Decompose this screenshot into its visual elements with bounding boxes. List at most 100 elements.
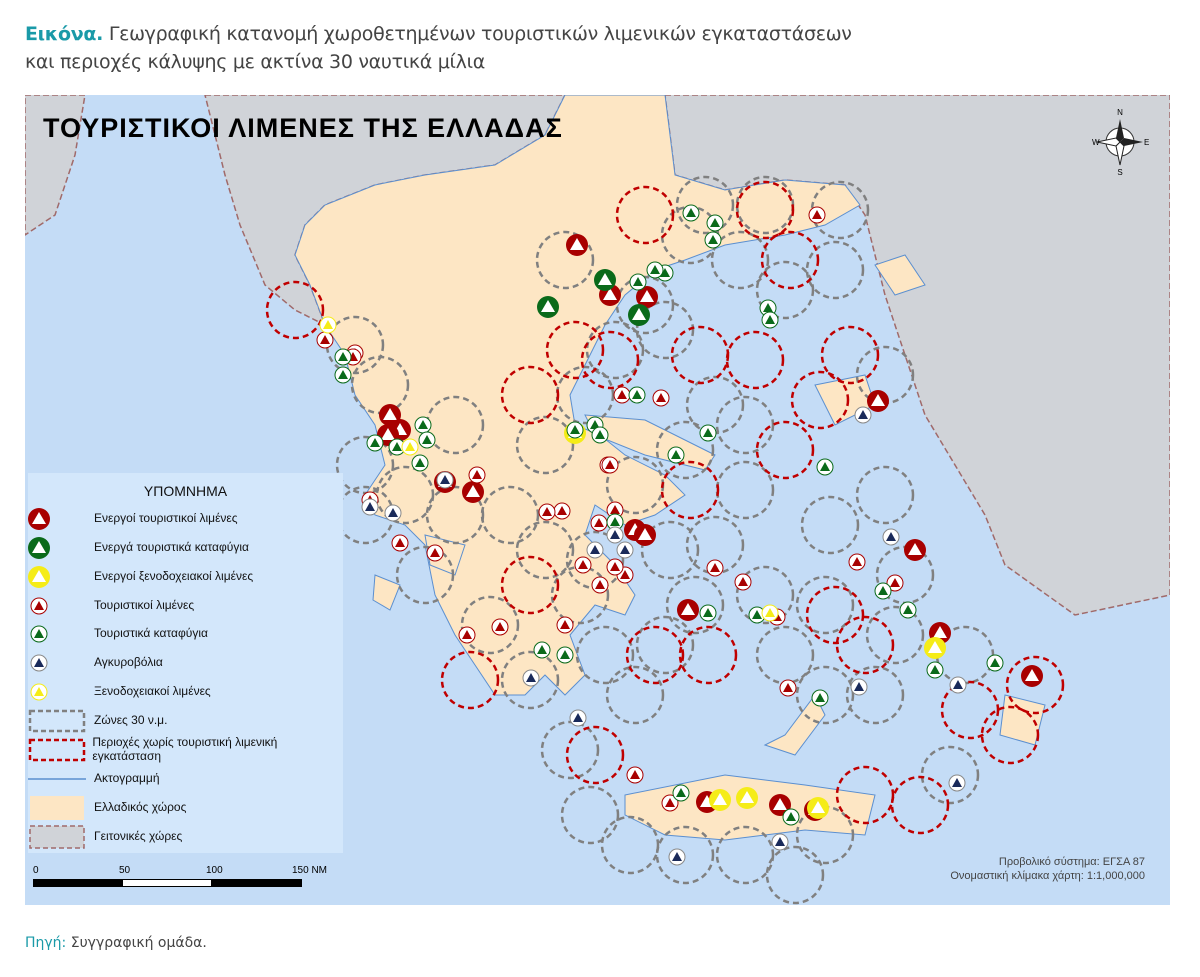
- legend-item: Τουριστικά καταφύγια: [28, 622, 208, 644]
- source-text: Συγγραφική ομάδα.: [70, 935, 207, 951]
- sail-icon: [320, 335, 330, 344]
- zone-30nm: [855, 465, 915, 525]
- legend-label: Ακτογραμμή: [94, 771, 160, 785]
- sail-icon: [686, 208, 696, 217]
- yellow-marker: [30, 683, 48, 701]
- legend-item: Αγκυροβόλια: [28, 651, 163, 673]
- navy-marker: [668, 848, 686, 866]
- green-marker: [537, 296, 559, 318]
- zone-30nm: [540, 720, 600, 780]
- sail-icon: [890, 578, 900, 587]
- gap-zone: [835, 765, 895, 825]
- sail-icon: [620, 570, 630, 579]
- red-marker: [636, 286, 658, 308]
- zone-30nm: [535, 230, 595, 290]
- sail-icon: [903, 605, 913, 614]
- zone-30nm: [425, 485, 485, 545]
- sail-icon: [32, 570, 46, 582]
- green-marker: [986, 654, 1004, 672]
- zone-30nm: [500, 650, 560, 710]
- zone-30nm: [810, 180, 870, 240]
- sail-icon: [560, 620, 570, 629]
- legend-zone-swatch: [28, 709, 86, 733]
- sail-icon: [640, 290, 654, 302]
- zone-30nm: [655, 825, 715, 885]
- green-marker: [667, 446, 685, 464]
- sail-icon: [886, 532, 896, 541]
- sail-icon: [422, 435, 432, 444]
- zone-30nm: [715, 460, 775, 520]
- zone-30nm: [515, 415, 575, 475]
- gap-zone: [660, 460, 720, 520]
- zone-30nm: [655, 420, 715, 480]
- zone-30nm: [675, 175, 735, 235]
- legend-label: Ενεργοί ξενοδοχειακοί λιμένες: [94, 569, 254, 583]
- map-canvas: [25, 95, 1170, 905]
- legend-label: Περιοχές χωρίς τουριστική λιμενική εγκατ…: [92, 735, 278, 763]
- scale-segment: [211, 879, 302, 887]
- red-marker: [1021, 665, 1043, 687]
- gap-zone: [790, 370, 850, 430]
- sail-icon: [570, 238, 584, 250]
- green-marker: [704, 231, 722, 249]
- navy-marker: [948, 774, 966, 792]
- gap-zone: [805, 585, 865, 645]
- zone-30nm: [560, 785, 620, 845]
- sail-icon: [578, 560, 588, 569]
- sail-icon: [338, 370, 348, 379]
- sail-icon: [811, 801, 825, 813]
- red-marker: [626, 766, 644, 784]
- red-marker: [28, 508, 50, 530]
- sail-icon: [676, 788, 686, 797]
- zone-30nm: [805, 240, 865, 300]
- green-marker: [418, 431, 436, 449]
- gap-zone: [440, 650, 500, 710]
- gap-zone: [835, 615, 895, 675]
- compass-w: W: [1092, 138, 1100, 147]
- green-marker: [682, 204, 700, 222]
- sail-icon: [878, 586, 888, 595]
- sail-icon: [713, 793, 727, 805]
- navy-marker: [616, 541, 634, 559]
- red-marker: [613, 386, 631, 404]
- yellow-marker: [401, 438, 419, 456]
- red-marker: [316, 331, 334, 349]
- green-marker: [28, 537, 50, 559]
- red-marker: [468, 466, 486, 484]
- sail-icon: [933, 626, 947, 638]
- sail-icon: [440, 475, 450, 484]
- zone-30nm: [765, 845, 825, 905]
- map-frame: ΤΟΥΡΙΣΤΙΚΟΙ ΛΙΜΕΝΕΣ ΤΗΣ ΕΛΛΑΔΑΣ N S W E …: [25, 95, 1170, 905]
- red-marker: [391, 534, 409, 552]
- sail-icon: [1025, 669, 1039, 681]
- sail-icon: [908, 543, 922, 555]
- yellow-marker: [736, 787, 758, 809]
- green-marker: [811, 689, 829, 707]
- sail-icon: [610, 517, 620, 526]
- red-marker: [634, 524, 656, 546]
- scale-segment: [122, 879, 213, 887]
- sail-icon: [632, 390, 642, 399]
- zone-30nm: [425, 395, 485, 455]
- sail-icon: [590, 420, 600, 429]
- gap-zone: [500, 555, 560, 615]
- sail-icon: [34, 601, 44, 610]
- sail-icon: [594, 518, 604, 527]
- legend-item: Ακτογραμμή: [28, 767, 160, 789]
- zone-30nm: [515, 520, 575, 580]
- gap-zone: [940, 680, 1000, 740]
- sail-icon: [405, 442, 415, 451]
- red-marker: [867, 390, 889, 412]
- green-marker: [899, 601, 917, 619]
- green-marker: [874, 582, 892, 600]
- navy-marker: [882, 528, 900, 546]
- red-marker: [491, 618, 509, 636]
- red-marker: [574, 556, 592, 574]
- zone-30nm: [480, 485, 540, 545]
- sail-icon: [638, 528, 652, 540]
- sail-icon: [650, 265, 660, 274]
- legend-item: Ξενοδοχειακοί λιμένες: [28, 680, 211, 702]
- legend-label: Ζώνες 30 ν.μ.: [94, 713, 168, 727]
- greece-land: [874, 254, 926, 296]
- green-marker: [30, 625, 48, 643]
